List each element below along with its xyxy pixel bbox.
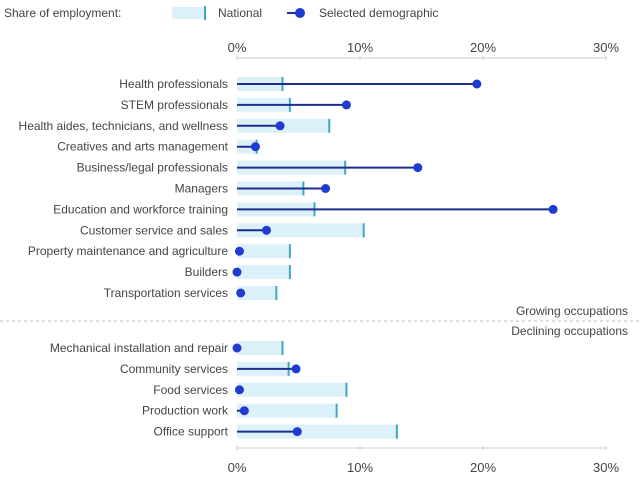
demographic-dot bbox=[250, 142, 260, 152]
demographic-dot bbox=[548, 204, 558, 214]
legend: Share of employment: National Selected d… bbox=[0, 0, 640, 28]
national-bar bbox=[237, 424, 397, 439]
group-label-growing: Growing occupations bbox=[516, 304, 628, 318]
demographic-dot bbox=[262, 225, 272, 235]
x-tick-label: 20% bbox=[470, 460, 496, 475]
x-tick-label: 0% bbox=[228, 40, 247, 55]
demographic-dot bbox=[236, 288, 246, 298]
x-tick-label: 10% bbox=[347, 460, 373, 475]
demographic-dot bbox=[321, 184, 331, 193]
row-label: Community services bbox=[120, 362, 228, 376]
demographic-dot bbox=[413, 163, 423, 173]
legend-demographic-dot bbox=[295, 8, 305, 18]
legend-national-swatch bbox=[172, 7, 204, 19]
national-bar bbox=[237, 382, 347, 397]
row-label: Health aides, technicians, and wellness bbox=[19, 119, 228, 133]
row-label: Office support bbox=[154, 425, 229, 439]
legend-demographic-line bbox=[287, 12, 299, 14]
national-bar bbox=[237, 286, 277, 300]
row-label: Education and workforce training bbox=[53, 202, 228, 216]
demographic-dot bbox=[341, 100, 351, 110]
row-label: Builders bbox=[185, 265, 228, 279]
legend-national-tick bbox=[204, 6, 206, 20]
x-tick-label: 30% bbox=[593, 40, 619, 55]
row-label: Production work bbox=[142, 404, 229, 418]
legend-national-label: National bbox=[218, 6, 263, 20]
legend-demographic-label: Selected demographic bbox=[319, 6, 439, 20]
demographic-dot bbox=[275, 121, 285, 131]
legend-title: Share of employment: bbox=[4, 6, 122, 20]
demographic-dot bbox=[232, 267, 242, 277]
demographic-dot bbox=[472, 79, 482, 89]
demographic-dot bbox=[292, 427, 302, 437]
national-bar bbox=[237, 265, 290, 280]
x-tick-label: 30% bbox=[593, 460, 619, 475]
row-label: Creatives and arts management bbox=[57, 140, 228, 154]
row-label: Managers bbox=[175, 182, 228, 196]
row-label: Health professionals bbox=[119, 77, 228, 91]
x-tick-label: 0% bbox=[228, 460, 247, 475]
row-label: Business/legal professionals bbox=[77, 161, 228, 175]
demographic-dot bbox=[239, 406, 249, 416]
demographic-dot bbox=[234, 385, 244, 395]
national-bar bbox=[237, 341, 283, 355]
national-bar bbox=[237, 244, 290, 259]
row-label: Food services bbox=[153, 383, 228, 397]
x-tick-label: 10% bbox=[347, 40, 373, 55]
x-tick-label: 20% bbox=[470, 40, 496, 55]
group-label-declining: Declining occupations bbox=[511, 324, 628, 338]
row-label: STEM professionals bbox=[121, 98, 228, 112]
row-label: Property maintenance and agriculture bbox=[28, 244, 228, 258]
demographic-dot bbox=[291, 364, 301, 374]
row-label: Transportation services bbox=[104, 286, 228, 300]
national-bar bbox=[237, 403, 337, 418]
demographic-dot bbox=[234, 246, 244, 256]
demographic-dot bbox=[232, 343, 242, 353]
row-label: Customer service and sales bbox=[80, 223, 228, 237]
row-label: Mechanical installation and repair bbox=[50, 341, 228, 355]
